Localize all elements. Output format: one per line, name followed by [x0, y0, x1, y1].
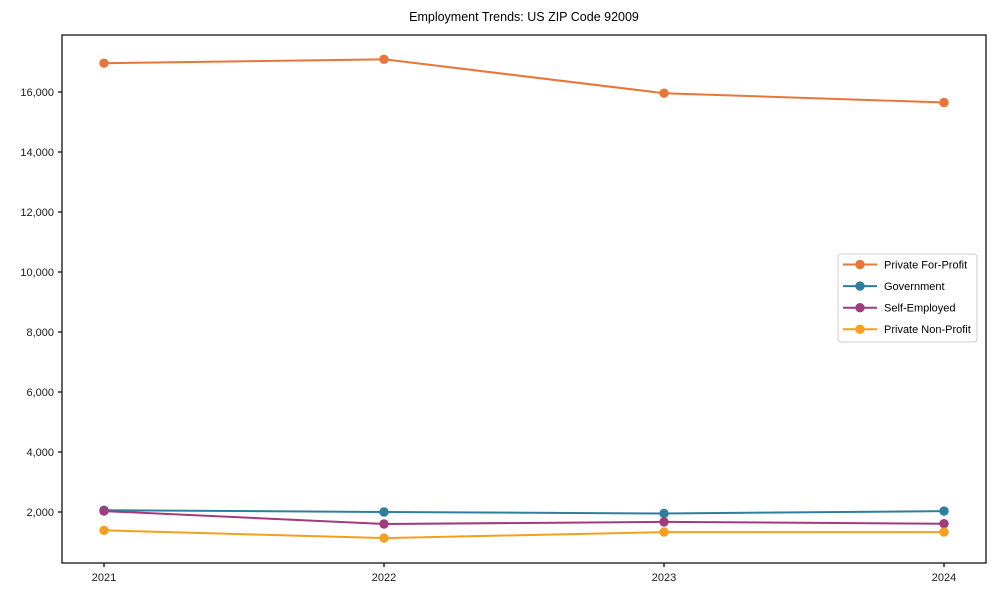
data-point-marker — [659, 88, 669, 98]
legend-item-government: Government — [843, 281, 945, 293]
legend-label: Self-Employed — [884, 303, 956, 315]
data-point-marker — [99, 525, 109, 535]
data-point-marker — [379, 519, 389, 529]
data-point-marker — [659, 517, 669, 527]
y-axis-tick-label: 14,000 — [20, 147, 54, 159]
y-axis-tick-label: 10,000 — [20, 267, 54, 279]
legend: Private For-Profit Government Self-Employe… — [837, 253, 978, 343]
data-point-marker — [659, 527, 669, 537]
data-point-marker — [939, 97, 949, 108]
data-point-marker — [939, 527, 949, 537]
x-axis-tick-label: 2022 — [372, 572, 396, 584]
legend-marker — [855, 259, 865, 270]
series-line — [103, 529, 945, 540]
x-axis-tick-label: 2023 — [652, 572, 676, 584]
data-point-marker — [939, 506, 949, 516]
series-private-non-profit — [99, 525, 949, 543]
y-axis-tick-label: 12,000 — [20, 207, 54, 219]
y-axis-tick-label: 2,000 — [26, 507, 54, 519]
chart-title: Employment Trends: US ZIP Code 92009 — [409, 10, 639, 24]
legend-marker — [855, 324, 865, 334]
series-line — [103, 58, 945, 104]
legend-marker — [855, 303, 865, 313]
data-point-marker — [99, 58, 109, 68]
x-axis-tick-label: 2021 — [92, 572, 116, 584]
y-axis-tick-label: 16,000 — [20, 87, 54, 99]
data-point-marker — [379, 533, 389, 543]
axes: 2,000 4,000 6,000 8,000 10,000 12,000 14,000 16… — [20, 34, 987, 584]
legend-label: Private For-Profit — [884, 259, 967, 271]
data-point-marker — [99, 506, 109, 516]
plot-frame — [61, 34, 987, 564]
data-point-marker — [379, 54, 389, 64]
series-self-employed — [99, 506, 949, 529]
legend-item-self-employed: Self-Employed — [843, 303, 956, 315]
data-point-marker — [939, 519, 949, 529]
legend-box — [837, 253, 978, 343]
legend-item-private-non-profit: Private Non-Profit — [843, 324, 971, 336]
series-private-for-profit — [99, 54, 949, 108]
y-axis-tick-label: 6,000 — [26, 387, 54, 399]
data-point-marker — [659, 508, 669, 519]
legend-marker — [855, 281, 865, 291]
legend-label: Private Non-Profit — [884, 324, 971, 336]
y-axis-tick-label: 8,000 — [26, 327, 54, 339]
series-line — [103, 510, 945, 525]
legend-label: Government — [884, 281, 945, 293]
legend-item-private-for-profit: Private For-Profit — [843, 259, 967, 271]
x-axis-tick-label: 2024 — [932, 572, 956, 584]
y-axis-tick-label: 4,000 — [26, 447, 54, 459]
series-line — [103, 509, 945, 515]
data-point-marker — [379, 507, 389, 517]
